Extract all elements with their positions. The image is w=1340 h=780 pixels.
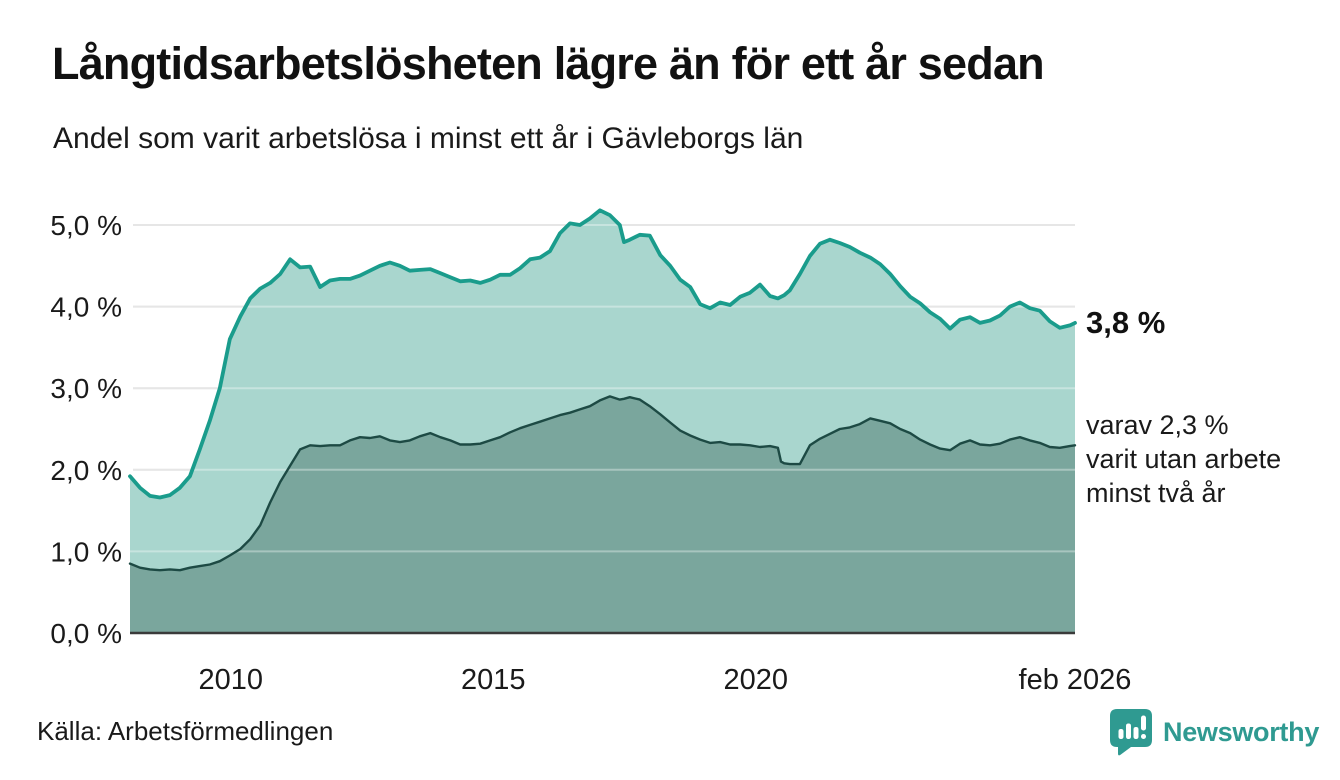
- newsworthy-brand: Newsworthy: [1108, 706, 1319, 758]
- annotation-line: varav 2,3 %: [1086, 410, 1229, 440]
- y-axis-tick-label: 1,0 %: [50, 536, 122, 567]
- x-axis-tick-label: 2015: [461, 664, 526, 696]
- latest-value-label: 3,8 %: [1086, 305, 1166, 340]
- y-axis-tick-label: 2,0 %: [50, 455, 122, 486]
- x-axis-tick-label: 2010: [199, 664, 264, 696]
- series-line-1: [128, 395, 1077, 572]
- y-axis-tick-label: 5,0 %: [50, 210, 122, 241]
- chart-subtitle: Andel som varit arbetslösa i minst ett å…: [53, 122, 804, 155]
- newsworthy-logo-icon: [1110, 709, 1152, 756]
- annotation-line: minst två år: [1086, 478, 1226, 508]
- newsworthy-wordmark: Newsworthy: [1163, 716, 1320, 747]
- annotation-line: varit utan arbete: [1086, 444, 1282, 474]
- y-axis-tick-label: 3,0 %: [50, 373, 122, 404]
- y-axis-tick-label: 4,0 %: [50, 292, 122, 323]
- series-line-0: [128, 208, 1077, 500]
- y-axis-tick-label: 0,0 %: [50, 618, 122, 649]
- x-axis-tick-label: 2020: [724, 664, 789, 696]
- page-title: Långtidsarbetslösheten lägre än för ett …: [52, 38, 1045, 89]
- secondary-series-annotation: varav 2,3 % varit utan arbete minst två …: [1086, 408, 1281, 510]
- x-axis-tick-label: feb 2026: [1019, 664, 1132, 696]
- series-area-1: [130, 396, 1075, 633]
- source-attribution: Källa: Arbetsförmedlingen: [37, 716, 334, 746]
